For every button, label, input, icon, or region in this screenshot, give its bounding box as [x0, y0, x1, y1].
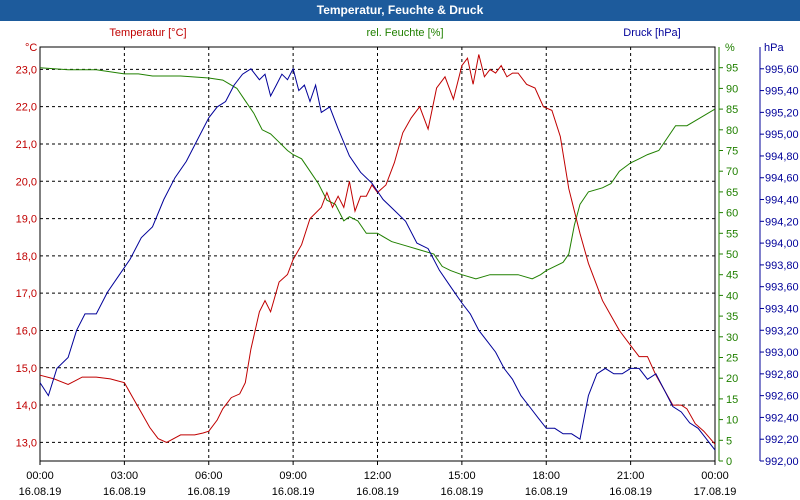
y-tick-label-pressure: 992,40	[765, 412, 799, 424]
y-tick-label-pressure: 994,60	[765, 173, 799, 185]
series-line-humidity	[39, 67, 716, 280]
y-tick-label-humidity: 35	[726, 311, 738, 323]
x-tick-label-date: 16.08.19	[19, 486, 62, 498]
y-tick-label-pressure: 992,20	[765, 434, 799, 446]
y-tick-label-temperature: 21,0	[16, 139, 37, 151]
x-tick-label-time: 12:00	[364, 470, 392, 482]
x-tick-label-time: 00:00	[26, 470, 54, 482]
x-tick-label-date: 17.08.19	[694, 486, 737, 498]
axis-unit-humidity: %	[725, 42, 735, 54]
y-tick-label-humidity: 20	[726, 373, 738, 385]
x-tick-label-date: 16.08.19	[356, 486, 399, 498]
y-tick-label-pressure: 995,20	[765, 107, 799, 119]
y-tick-label-temperature: 22,0	[16, 102, 37, 114]
y-tick-label-humidity: 45	[726, 270, 738, 282]
x-tick-label-time: 21:00	[617, 470, 645, 482]
y-tick-label-pressure: 993,40	[765, 303, 799, 315]
x-tick-label-time: 09:00	[279, 470, 307, 482]
x-tick-label-date: 16.08.19	[272, 486, 315, 498]
y-tick-label-humidity: 85	[726, 104, 738, 116]
x-tick-label-time: 00:00	[701, 470, 729, 482]
chart-area: 00:00 16.08.19 03:00 16.08.19 06:00 16.08.19 0…	[16, 27, 799, 498]
y-tick-label-pressure: 994,20	[765, 216, 799, 228]
y-tick-label-pressure: 995,60	[765, 64, 799, 76]
y-tick-label-pressure: 992,00	[765, 456, 799, 468]
y-tick-label-temperature: 19,0	[16, 214, 37, 226]
grid	[40, 47, 715, 461]
y-tick-label-humidity: 75	[726, 146, 738, 158]
axis-title-humidity: rel. Feuchte [%]	[366, 27, 443, 39]
y-tick-label-temperature: 13,0	[16, 437, 37, 449]
y-tick-label-humidity: 60	[726, 208, 738, 220]
y-tick-label-pressure: 994,40	[765, 195, 799, 207]
x-tick-label-date: 16.08.19	[609, 486, 652, 498]
series-line-temperature	[39, 54, 716, 445]
y-tick-label-humidity: 25	[726, 353, 738, 365]
axis-title-temperature: Temperatur [°C]	[109, 27, 186, 39]
y-tick-label-humidity: 50	[726, 249, 738, 261]
x-tick-label-date: 16.08.19	[525, 486, 568, 498]
y-tick-label-pressure: 994,00	[765, 238, 799, 250]
x-tick-label-date: 16.08.19	[187, 486, 230, 498]
y-tick-label-humidity: 90	[726, 83, 738, 95]
y-tick-label-humidity: 95	[726, 63, 738, 75]
y-tick-label-temperature: 17,0	[16, 288, 37, 300]
y-tick-label-humidity: 55	[726, 228, 738, 240]
window-title: Temperatur, Feuchte & Druck	[0, 0, 800, 21]
series-line-pressure	[39, 67, 716, 451]
y-tick-label-humidity: 30	[726, 332, 738, 344]
y-tick-label-humidity: 15	[726, 394, 738, 406]
y-tick-label-temperature: 23,0	[16, 64, 37, 76]
y-tick-label-humidity: 65	[726, 187, 738, 199]
y-tick-label-temperature: 15,0	[16, 363, 37, 375]
x-tick-label-time: 03:00	[111, 470, 139, 482]
y-tick-label-pressure: 993,60	[765, 282, 799, 294]
x-tick-label-date: 16.08.19	[103, 486, 146, 498]
y-tick-label-pressure: 992,80	[765, 369, 799, 381]
x-tick-label-date: 16.08.19	[440, 486, 483, 498]
x-tick-label-time: 06:00	[195, 470, 223, 482]
y-tick-label-temperature: 18,0	[16, 251, 37, 263]
axis-unit-temperature: °C	[25, 42, 37, 54]
y-tick-label-humidity: 70	[726, 166, 738, 178]
y-tick-label-temperature: 14,0	[16, 400, 37, 412]
y-tick-label-humidity: 5	[726, 435, 732, 447]
x-tick-label-time: 18:00	[532, 470, 560, 482]
y-tick-label-temperature: 20,0	[16, 176, 37, 188]
x-tick-label-time: 15:00	[448, 470, 476, 482]
y-tick-label-pressure: 995,40	[765, 86, 799, 98]
y-tick-label-pressure: 993,20	[765, 325, 799, 337]
y-tick-label-humidity: 0	[726, 456, 732, 468]
y-tick-label-humidity: 10	[726, 415, 738, 427]
axis-unit-pressure: hPa	[764, 42, 784, 54]
y-tick-label-temperature: 16,0	[16, 325, 37, 337]
y-tick-label-pressure: 993,80	[765, 260, 799, 272]
y-tick-label-pressure: 994,80	[765, 151, 799, 163]
y-tick-label-humidity: 80	[726, 125, 738, 137]
axis-title-pressure: Druck [hPa]	[623, 27, 680, 39]
y-tick-label-pressure: 992,60	[765, 391, 799, 403]
y-tick-label-humidity: 40	[726, 290, 738, 302]
y-tick-label-pressure: 993,00	[765, 347, 799, 359]
y-tick-label-pressure: 995,00	[765, 129, 799, 141]
